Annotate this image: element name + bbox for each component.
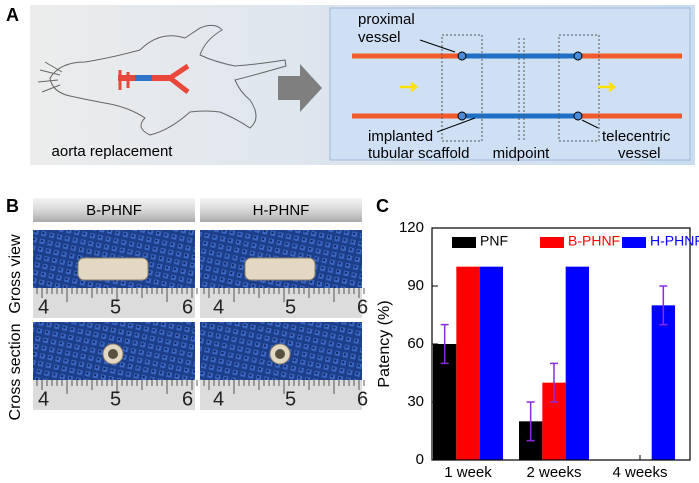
x-tick-label: 4 weeks	[612, 464, 667, 481]
legend-label: PNF	[480, 233, 508, 249]
scaffold-lumen	[275, 349, 285, 359]
bar-chart: C 0 30 60 90 120 Patency (%) 1 week 2 weeks 4 wee…	[376, 196, 699, 481]
row-label: Gross view	[7, 234, 24, 314]
ruler-label: 4	[213, 388, 224, 410]
bar	[456, 266, 480, 460]
legend-label: B-PHNF	[568, 233, 620, 249]
ruler-label: 6	[182, 388, 193, 410]
ruler-label: 4	[38, 296, 49, 318]
bar	[479, 266, 503, 460]
bar	[542, 382, 566, 460]
scaffold-lumen	[108, 349, 118, 359]
annotation: tubular scaffold	[368, 145, 469, 162]
annotation: proximal	[358, 11, 415, 28]
ruler-label: 6	[357, 388, 368, 410]
annotation: implanted	[368, 128, 433, 145]
annotation: vessel	[618, 145, 661, 162]
column-header: H-PHNF	[253, 202, 310, 219]
annotation: telecentric	[602, 128, 671, 145]
legend-label: H-PHNF	[650, 233, 699, 249]
big-arrow	[278, 64, 322, 112]
vessel-box	[329, 7, 691, 161]
panel-label: B	[6, 196, 19, 216]
legend-swatch	[540, 237, 564, 248]
scaffold	[244, 257, 316, 281]
bar	[565, 266, 589, 460]
panel-label: A	[6, 5, 19, 25]
panel-label: C	[376, 196, 389, 216]
error-bar	[550, 362, 558, 403]
ruler	[200, 380, 362, 410]
plot-frame	[431, 227, 691, 461]
x-tick-label: 1 week	[444, 464, 492, 481]
error-bar	[440, 323, 449, 365]
column-header-bg	[200, 198, 362, 222]
ruler-label: 5	[285, 388, 296, 410]
bar	[433, 344, 457, 460]
column-header-bg	[33, 198, 195, 222]
error-bar	[526, 401, 535, 442]
vessels	[352, 34, 682, 142]
column-header: B-PHNF	[86, 202, 142, 219]
rat-vessel	[118, 63, 190, 94]
ruler-label: 4	[213, 296, 224, 318]
ruler	[33, 288, 195, 318]
ruler-label: 6	[182, 296, 193, 318]
y-tick-label: 90	[407, 277, 424, 294]
legend-swatch	[452, 237, 476, 248]
caption: aorta replacement	[52, 143, 174, 160]
y-tick-label: 120	[399, 219, 424, 236]
error-bar	[659, 285, 668, 326]
row-label: Cross section	[7, 324, 24, 421]
ruler	[33, 380, 195, 410]
rat-sketch	[37, 24, 287, 136]
annotation: vessel	[358, 29, 401, 46]
legend-swatch	[622, 237, 646, 248]
y-tick-label: 0	[416, 451, 424, 468]
y-axis-label: Patency (%)	[376, 300, 393, 387]
ruler-label: 5	[285, 296, 296, 318]
ruler-label: 4	[38, 388, 49, 410]
ruler-label: 5	[110, 388, 121, 410]
scaffold	[77, 257, 149, 281]
ruler	[200, 288, 362, 318]
ruler-label: 5	[110, 296, 121, 318]
ruler-label: 6	[357, 296, 368, 318]
x-tick-label: 2 weeks	[526, 464, 581, 481]
annotation: midpoint	[493, 145, 551, 162]
y-tick-label: 30	[407, 393, 424, 410]
bar	[651, 305, 675, 460]
y-tick-label: 60	[407, 335, 424, 352]
